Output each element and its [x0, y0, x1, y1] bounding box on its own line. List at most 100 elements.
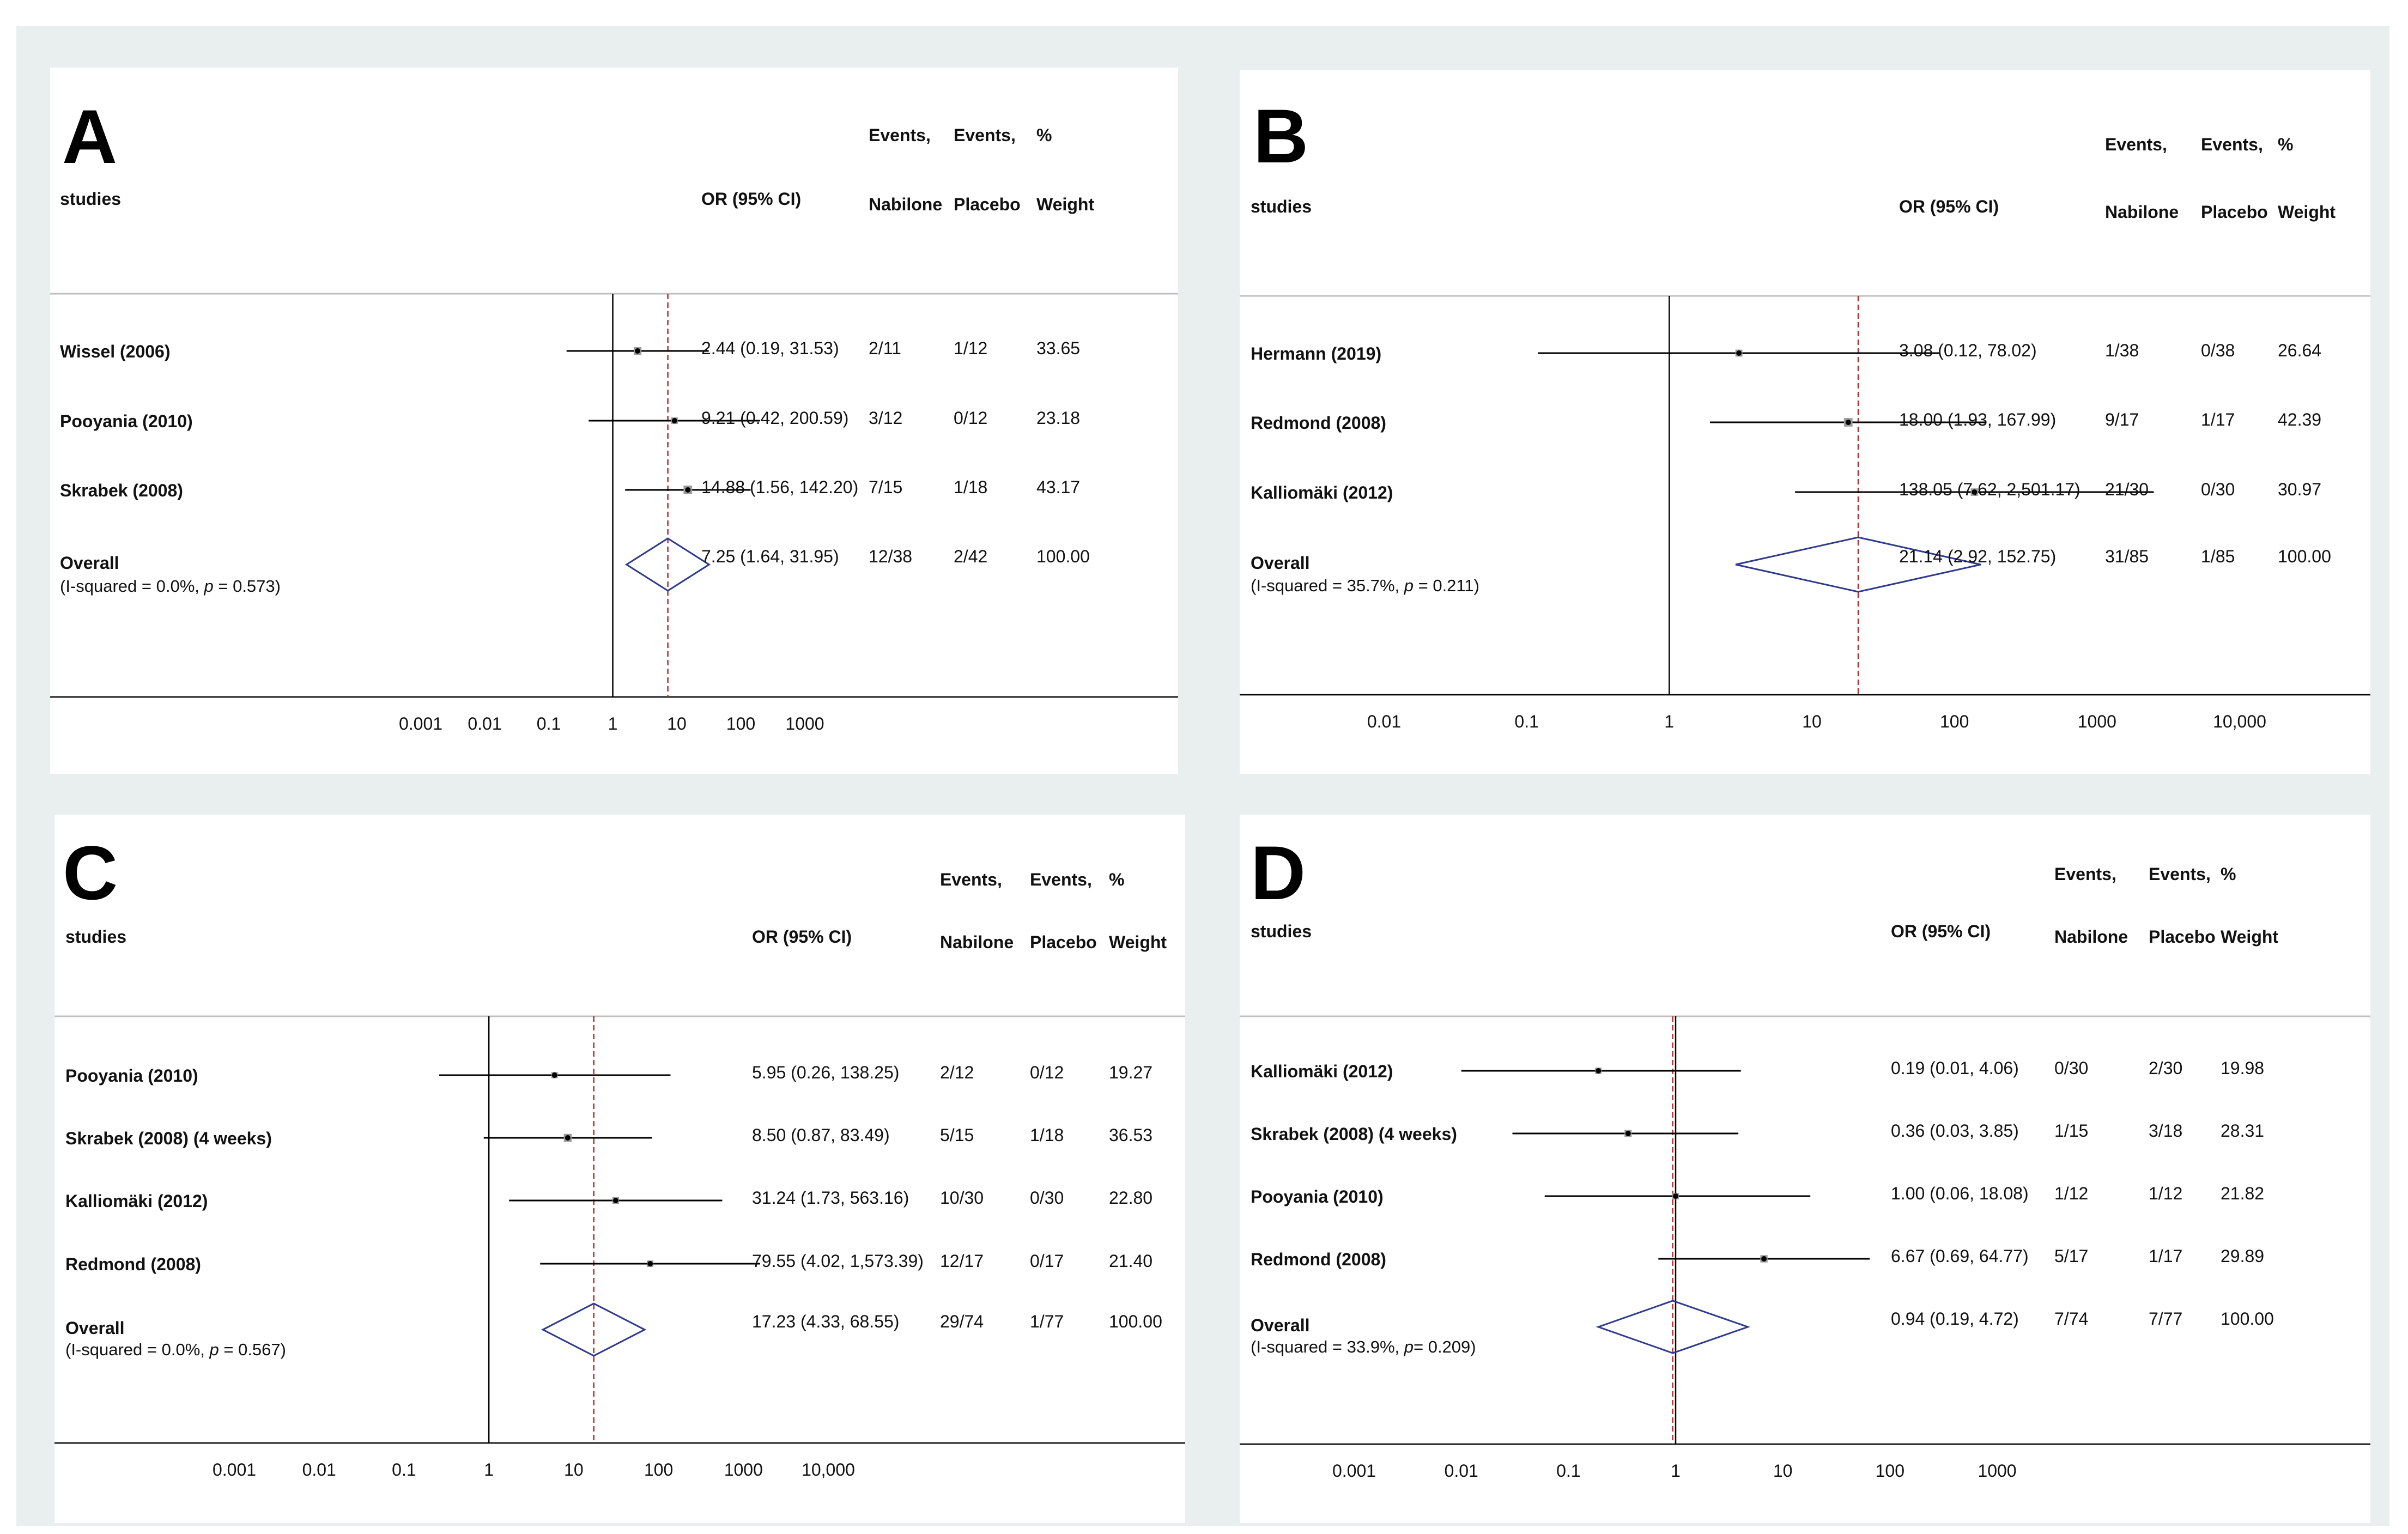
heterogeneity-prefix: (I-squared = 33.9%, — [1251, 1337, 1404, 1356]
heterogeneity-p: p — [1404, 1337, 1414, 1356]
point-estimate — [671, 418, 677, 423]
x-tick-label: 10 — [1802, 712, 1822, 731]
header-events-placebo-top: Events, — [1030, 870, 1092, 889]
header-events-nabilone: Nabilone — [940, 932, 1014, 952]
weight-value: 23.18 — [1036, 408, 1080, 428]
x-tick-label: 0.01 — [468, 714, 501, 733]
or-ci-value: 5.95 (0.26, 138.25) — [752, 1063, 899, 1082]
panel-letter: B — [1253, 93, 1308, 179]
heterogeneity-suffix: = 0.211) — [1414, 576, 1479, 595]
study-name: Pooyania (2010) — [65, 1066, 198, 1086]
header-events-nabilone: Nabilone — [2105, 202, 2179, 222]
overall-or-ci-value: 17.23 (4.33, 68.55) — [752, 1312, 899, 1331]
overall-or-ci-value: 7.25 (1.64, 31.95) — [701, 547, 839, 566]
overall-label: Overall — [1251, 1315, 1310, 1335]
weight-value: 43.17 — [1036, 477, 1080, 497]
header-events-placebo: Placebo — [2149, 927, 2216, 947]
study-name: Skrabek (2008) (4 weeks) — [1251, 1124, 1457, 1144]
events-placebo-value: 0/12 — [1030, 1063, 1064, 1082]
x-tick-label: 10 — [564, 1460, 584, 1480]
point-estimate — [1673, 1193, 1678, 1199]
or-ci-value: 9.21 (0.42, 200.59) — [701, 408, 848, 428]
events-placebo-value: 0/17 — [1030, 1251, 1064, 1271]
x-tick-label: 0.01 — [1367, 712, 1401, 731]
or-ci-value: 0.36 (0.03, 3.85) — [1891, 1121, 2019, 1141]
or-ci-value: 6.67 (0.69, 64.77) — [1891, 1246, 2029, 1266]
header-events-nabilone-top: Events, — [940, 870, 1002, 889]
overall-diamond — [624, 537, 711, 592]
or-ci-value: 8.50 (0.87, 83.49) — [752, 1125, 890, 1145]
events-placebo-value: 0/38 — [2201, 341, 2235, 360]
events-nabilone-value: 2/12 — [940, 1063, 974, 1082]
header-weight: Weight — [1109, 932, 1167, 952]
header-events-nabilone-top: Events, — [2105, 135, 2167, 154]
point-estimate — [1845, 420, 1851, 425]
study-name: Skrabek (2008) (4 weeks) — [65, 1129, 272, 1148]
events-nabilone-value: 21/30 — [2105, 480, 2149, 499]
events-placebo-value: 0/30 — [2201, 480, 2235, 499]
study-name: Pooyania (2010) — [60, 411, 193, 431]
events-placebo-value: 3/18 — [2149, 1121, 2182, 1141]
weight-value: 28.31 — [2221, 1121, 2264, 1141]
header-or-ci: OR (95% CI) — [752, 927, 852, 947]
overall-diamond — [541, 1302, 647, 1357]
or-ci-value: 1.00 (0.06, 18.08) — [1891, 1184, 2029, 1203]
header-studies: studies — [1251, 197, 1312, 216]
x-tick-label: 10 — [1773, 1461, 1793, 1481]
weight-value: 42.39 — [2278, 410, 2321, 429]
overall-diamond — [1735, 536, 1981, 593]
heterogeneity-p: p — [209, 1340, 219, 1359]
heterogeneity-suffix: = 0.209) — [1414, 1337, 1476, 1356]
x-tick-label: 0.01 — [302, 1460, 336, 1480]
or-ci-value: 3.08 (0.12, 78.02) — [1899, 341, 2037, 360]
overall-events-placebo: 7/77 — [2149, 1309, 2182, 1329]
heterogeneity-suffix: = 0.573) — [214, 577, 281, 596]
weight-value: 21.82 — [2221, 1184, 2264, 1203]
overall-diamond — [1596, 1300, 1751, 1354]
x-tick-label: 1000 — [785, 714, 824, 733]
overall-events-nabilone: 29/74 — [940, 1312, 984, 1331]
x-tick-label: 0.001 — [1332, 1461, 1376, 1481]
weight-value: 33.65 — [1036, 338, 1080, 358]
events-placebo-value: 2/30 — [2149, 1058, 2182, 1078]
x-tick-label: 1000 — [2078, 712, 2116, 731]
events-nabilone-value: 12/17 — [940, 1251, 984, 1271]
study-name: Kalliomäki (2012) — [1251, 1062, 1393, 1081]
overall-weight: 100.00 — [1109, 1312, 1162, 1331]
events-placebo-value: 0/30 — [1030, 1188, 1064, 1208]
events-nabilone-value: 3/12 — [869, 408, 902, 428]
overall-label: Overall — [60, 553, 119, 573]
events-nabilone-value: 5/17 — [2054, 1246, 2088, 1266]
overall-events-placebo: 1/77 — [1030, 1312, 1064, 1331]
header-events-placebo: Placebo — [1030, 932, 1097, 952]
header-weight: Weight — [1036, 195, 1094, 214]
heterogeneity-text: (I-squared = 35.7%, p = 0.211) — [1251, 576, 1479, 595]
overall-weight: 100.00 — [1036, 547, 1090, 566]
x-tick-label: 100 — [644, 1460, 673, 1480]
heterogeneity-text: (I-squared = 33.9%, p= 0.209) — [1251, 1337, 1476, 1356]
x-tick-label: 1 — [484, 1460, 494, 1480]
study-name: Skrabek (2008) — [60, 481, 183, 500]
header-weight-top: % — [1036, 125, 1052, 145]
events-nabilone-value: 5/15 — [940, 1125, 974, 1145]
heterogeneity-prefix: (I-squared = 35.7%, — [1251, 576, 1404, 595]
study-name: Redmond (2008) — [1251, 413, 1386, 433]
point-estimate — [1972, 489, 1978, 495]
point-estimate — [1736, 350, 1742, 356]
x-tick-label: 100 — [726, 714, 755, 733]
or-ci-value: 79.55 (4.02, 1,573.39) — [752, 1251, 924, 1271]
x-tick-label: 0.1 — [537, 714, 561, 733]
heterogeneity-text: (I-squared = 0.0%, p = 0.573) — [60, 577, 281, 596]
x-tick-label: 0.1 — [392, 1460, 416, 1480]
heterogeneity-p: p — [1404, 576, 1414, 595]
header-events-placebo-top: Events, — [2149, 864, 2211, 884]
x-tick-label: 100 — [1876, 1461, 1904, 1481]
point-estimate — [647, 1261, 653, 1266]
overall-events-placebo: 2/42 — [954, 547, 987, 566]
heterogeneity-prefix: (I-squared = 0.0%, — [60, 577, 204, 596]
events-placebo-value: 1/18 — [1030, 1125, 1064, 1145]
overall-weight: 100.00 — [2278, 547, 2331, 566]
weight-value: 36.53 — [1109, 1125, 1153, 1145]
